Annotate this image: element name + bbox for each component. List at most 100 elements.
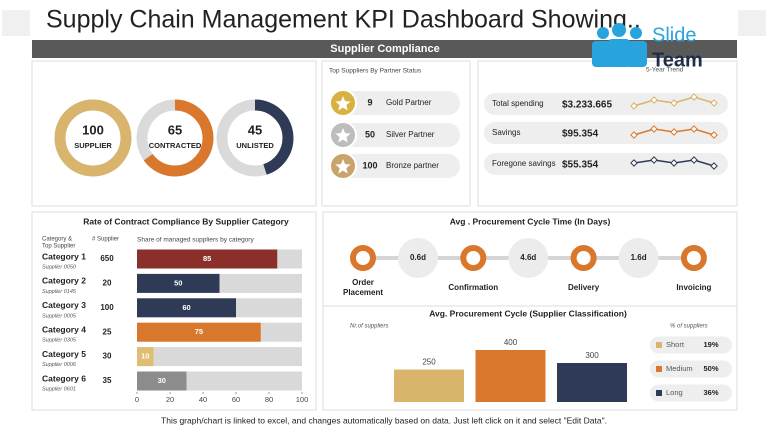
partner-label: Gold Partner	[386, 98, 432, 107]
column-header: Category &	[42, 237, 72, 243]
trend-title: 5-Year Trend	[646, 67, 684, 74]
column-header: Share of managed suppliers by category	[137, 237, 254, 244]
page-title: Supply Chain Management KPI Dashboard Sh…	[46, 6, 641, 34]
footer-note: This graph/chart is linked to excel, and…	[161, 415, 607, 425]
x-tick-label: 100	[296, 395, 309, 404]
donut-value: 45	[248, 122, 262, 137]
panel-title: Rate of Contract Compliance By Supplier …	[83, 216, 289, 226]
axis-label: % of suppliers	[670, 324, 708, 330]
legend-name: Long	[666, 388, 683, 397]
bar	[137, 371, 187, 391]
donut-arc	[216, 99, 294, 177]
legend-swatch	[656, 342, 662, 348]
trend-label: Savings	[492, 128, 520, 137]
star-icon	[335, 128, 351, 143]
panel	[31, 60, 317, 207]
category-name: Category 5	[42, 349, 86, 359]
sparkline-point	[690, 156, 698, 164]
x-tick-label: 40	[199, 395, 207, 404]
trend-value: $3.233.665	[562, 100, 612, 111]
partner-count: 9	[367, 97, 372, 107]
category-name: Category 4	[42, 324, 86, 334]
column-header: # Supplier	[92, 237, 119, 243]
step-label: Delivery	[568, 283, 600, 292]
sparkline-point	[670, 159, 678, 167]
axis-label: Nr.of suppliers	[350, 324, 388, 330]
bar-label: 250	[422, 358, 436, 367]
x-tick-label: 80	[265, 395, 273, 404]
partner-row	[330, 91, 460, 115]
legend-value: 19%	[703, 340, 718, 349]
sparkline-point	[630, 102, 638, 110]
legend-value: 50%	[703, 364, 718, 373]
duration-node	[618, 238, 659, 278]
supplier-count: 30	[103, 352, 112, 361]
duration-node	[508, 238, 549, 278]
panel-title: Avg. Procurement Cycle (Supplier Classif…	[429, 308, 627, 318]
supplier-name: Supplier 0005	[42, 313, 77, 319]
sparkline-point	[670, 128, 678, 136]
star-icon	[335, 159, 351, 174]
supplier-count: 100	[100, 303, 114, 312]
x-tick-label: 0	[135, 395, 139, 404]
duration-label: 0.6d	[410, 253, 426, 262]
step-node	[350, 245, 376, 271]
bar	[394, 369, 464, 402]
step-label: Placement	[343, 288, 383, 297]
bar-label: 30	[158, 376, 166, 385]
panel-title: Top Suppliers By Partner Status	[329, 68, 422, 75]
donut-label: SUPPLIER	[74, 141, 112, 150]
donut-label: UNLISTED	[236, 141, 274, 150]
step-node	[570, 245, 597, 271]
legend-swatch	[656, 366, 662, 372]
bar-label: 50	[174, 278, 182, 287]
sparkline-point	[630, 131, 638, 139]
x-tick-label: 20	[166, 395, 174, 404]
bar-label: 400	[504, 338, 518, 347]
donut-value: 65	[168, 122, 182, 137]
trend-row	[484, 153, 728, 175]
corner-block	[738, 10, 766, 36]
donut-value: 100	[82, 122, 104, 137]
legend-row	[650, 360, 732, 378]
panel-title: Avg . Procurement Cycle Time (In Days)	[450, 216, 611, 226]
supplier-name: Supplier 0006	[42, 362, 77, 368]
sparkline-point	[710, 131, 718, 139]
logo-icon	[592, 23, 647, 67]
sparkline-point	[670, 99, 678, 107]
donut-label: CONTRACTED	[149, 141, 202, 150]
supplier-count: 35	[103, 376, 112, 385]
category-name: Category 1	[42, 251, 86, 261]
trend-label: Foregone savings	[492, 159, 556, 168]
supplier-name: Supplier 0050	[42, 264, 77, 270]
partner-count: 100	[362, 160, 377, 170]
bar-label: 10	[141, 352, 149, 361]
trend-label: Total spending	[492, 99, 544, 108]
column-header: Top Supplier	[42, 244, 75, 250]
donut-arc	[136, 99, 214, 177]
sparkline-point	[710, 162, 718, 170]
legend-swatch	[656, 390, 662, 396]
supplier-count: 25	[103, 327, 112, 336]
sparkline-point	[650, 96, 658, 104]
bar-label: 60	[182, 303, 190, 312]
sparkline-point	[690, 125, 698, 133]
trend-row	[484, 93, 728, 115]
section-title: Supplier Compliance	[330, 43, 439, 55]
supplier-count: 20	[103, 279, 112, 288]
category-name: Category 3	[42, 300, 86, 310]
partner-label: Bronze partner	[386, 161, 439, 170]
step-node	[680, 245, 707, 271]
supplier-name: Supplier 0601	[42, 386, 76, 392]
donut-arc	[54, 99, 132, 177]
duration-label: 4.6d	[520, 253, 536, 262]
legend-name: Short	[666, 340, 685, 349]
category-name: Category 6	[42, 373, 86, 383]
step-label: Confirmation	[448, 283, 498, 292]
star-icon	[335, 96, 351, 111]
sparkline-point	[630, 159, 638, 167]
x-tick-label: 60	[232, 395, 240, 404]
bar	[137, 249, 278, 269]
sparkline-point	[690, 93, 698, 101]
